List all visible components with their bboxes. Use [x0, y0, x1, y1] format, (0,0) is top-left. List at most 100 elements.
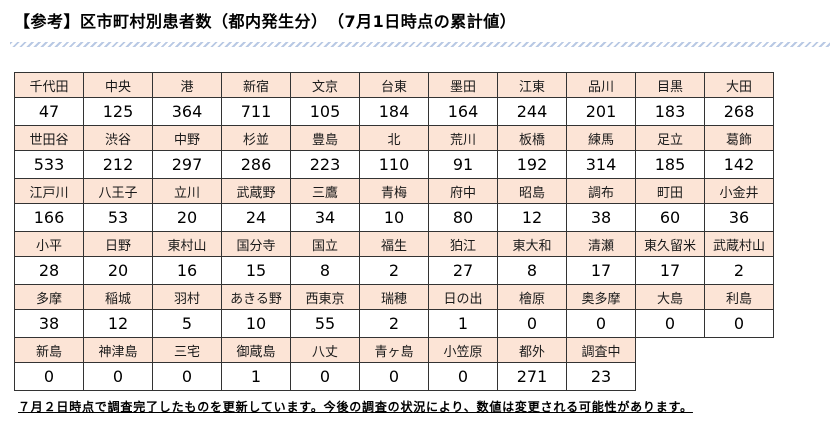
patient-count-cell: 8 [497, 256, 567, 285]
municipality-name-cell: 八王子 [83, 178, 153, 204]
municipality-name-row: 千代田 中央港新宿 文京 台東 墨田 江東 品川 目黒 大田 [14, 72, 774, 98]
patient-count-cell: 192 [497, 150, 567, 179]
patient-count-cell: 91 [428, 150, 498, 179]
patient-count-cell: 0 [290, 362, 360, 391]
empty-cell [705, 338, 774, 363]
patient-count-cell: 0 [497, 309, 567, 338]
patient-count-cell: 271 [497, 362, 567, 391]
municipality-name-cell: 千代田 [14, 72, 84, 98]
patient-count-cell: 297 [152, 150, 222, 179]
patient-count-cell: 27 [428, 256, 498, 285]
patient-count-cell: 110 [359, 150, 429, 179]
patient-count-cell: 166 [14, 203, 84, 232]
patient-count-cell: 223 [290, 150, 360, 179]
patient-count-cell: 17 [635, 256, 705, 285]
municipality-name-cell: 稲城 [83, 284, 153, 310]
municipality-name-row: 江戸川 八王子 立川 武蔵野 三鷹 青梅 府中 昭島 調布 町田 小金井 [14, 178, 774, 204]
patient-count-row: 28 20 16 15 8 2 27 8 17 17 2 [14, 256, 774, 285]
municipality-name-cell: あきる野 [221, 284, 291, 310]
municipality-name-cell: 福生 [359, 231, 429, 257]
municipality-patient-table: 千代田 中央港新宿 文京 台東 墨田 江東 品川 目黒 大田 47 125 364 711 105 184 1… [14, 72, 774, 391]
patient-count-cell: 185 [635, 150, 705, 179]
patient-count-cell: 364 [152, 97, 222, 126]
patient-count-cell: 533 [14, 150, 84, 179]
municipality-name-cell: 東村山 [152, 231, 222, 257]
municipality-name-cell: 日野 [83, 231, 153, 257]
municipality-name-cell: 清瀬 [566, 231, 636, 257]
municipality-name-cell: 中央 [83, 72, 153, 98]
municipality-name-cell: 調布 [566, 178, 636, 204]
patient-count-cell: 0 [566, 309, 636, 338]
patient-count-cell: 0 [359, 362, 429, 391]
municipality-name-cell: 三鷹 [290, 178, 360, 204]
patient-count-cell: 5 [152, 309, 222, 338]
municipality-name-cell: 渋谷 [83, 125, 153, 151]
municipality-name-cell: 多摩 [14, 284, 84, 310]
patient-count-cell: 0 [428, 362, 498, 391]
patient-count-cell: 2 [359, 256, 429, 285]
municipality-name-cell: 調査中 [566, 337, 636, 363]
table-body: 千代田 中央港新宿 文京 台東 墨田 江東 品川 目黒 大田 47 125 364 711 105 184 1… [14, 72, 774, 391]
patient-count-cell: 10 [359, 203, 429, 232]
municipality-name-cell: 荒川 [428, 125, 498, 151]
patient-count-row: 533 212 297 286 223 110 91 192 314 185 142 [14, 150, 774, 179]
patient-count-cell: 268 [704, 97, 774, 126]
municipality-name-cell: 板橋 [497, 125, 567, 151]
patient-count-cell: 1 [221, 362, 291, 391]
municipality-name-cell: 東久留米 [635, 231, 705, 257]
patient-count-cell: 24 [221, 203, 291, 232]
patient-count-cell: 0 [635, 309, 705, 338]
municipality-name-cell: 武蔵野 [221, 178, 291, 204]
patient-count-row: 0 0 0 1 0 0 0 271 23 [14, 362, 774, 391]
patient-count-cell: 12 [497, 203, 567, 232]
municipality-name-cell: 国立 [290, 231, 360, 257]
patient-count-cell: 80 [428, 203, 498, 232]
patient-count-cell: 8 [290, 256, 360, 285]
municipality-name-cell: 小笠原 [428, 337, 498, 363]
municipality-name-cell: 小平 [14, 231, 84, 257]
patient-count-cell: 53 [83, 203, 153, 232]
municipality-name-cell: 西東京 [290, 284, 360, 310]
municipality-name-cell: 町田 [635, 178, 705, 204]
patient-count-cell: 60 [635, 203, 705, 232]
municipality-name-cell: 世田谷 [14, 125, 84, 151]
municipality-name-cell: 目黒 [635, 72, 705, 98]
municipality-name-cell: 瑞穂 [359, 284, 429, 310]
patient-count-cell: 38 [14, 309, 84, 338]
municipality-name-cell: 文京 [290, 72, 360, 98]
patient-count-cell: 38 [566, 203, 636, 232]
patient-count-cell: 10 [221, 309, 291, 338]
municipality-name-cell: 青梅 [359, 178, 429, 204]
patient-count-cell: 28 [14, 256, 84, 285]
patient-count-cell: 201 [566, 97, 636, 126]
municipality-name-cell: 神津島 [83, 337, 153, 363]
patient-count-cell: 0 [152, 362, 222, 391]
patient-count-row: 166 53 20 24 34 10 80 12 38 60 36 [14, 203, 774, 232]
municipality-name-cell: 小金井 [704, 178, 774, 204]
patient-count-cell: 2 [359, 309, 429, 338]
patient-count-cell: 23 [566, 362, 636, 391]
municipality-name-cell: 府中 [428, 178, 498, 204]
page-title: 【参考】区市町村別患者数（都内発生分） （7月1日時点の累計値） [14, 12, 517, 31]
empty-cell [636, 363, 705, 391]
patient-count-cell: 164 [428, 97, 498, 126]
patient-count-cell: 36 [704, 203, 774, 232]
municipality-name-row: 世田谷 渋谷 中野 杉並 豊島北荒川 板橋 練馬 足立 葛飾 [14, 125, 774, 151]
empty-cell [705, 363, 774, 391]
municipality-name-cell: 大田 [704, 72, 774, 98]
municipality-name-cell: 新宿 [221, 72, 291, 98]
patient-count-row: 38 12 5 10 55 2 1 0 0 0 0 [14, 309, 774, 338]
patient-count-cell: 0 [14, 362, 84, 391]
patient-count-cell: 20 [83, 256, 153, 285]
patient-count-cell: 0 [704, 309, 774, 338]
municipality-name-cell: 新島 [14, 337, 84, 363]
municipality-name-cell: 武蔵村山 [704, 231, 774, 257]
footnote: ７月２日時点で調査完了したものを更新しています。今後の調査の状況により、数値は変… [18, 400, 693, 414]
municipality-name-row: 新島 神津島 三宅 御蔵島 八丈 青ヶ島 小笠原 都外 調査中 [14, 337, 774, 363]
patient-count-cell: 20 [152, 203, 222, 232]
patient-count-cell: 212 [83, 150, 153, 179]
patient-count-cell: 105 [290, 97, 360, 126]
patient-count-cell: 0 [83, 362, 153, 391]
patient-count-cell: 2 [704, 256, 774, 285]
municipality-name-cell: 豊島 [290, 125, 360, 151]
